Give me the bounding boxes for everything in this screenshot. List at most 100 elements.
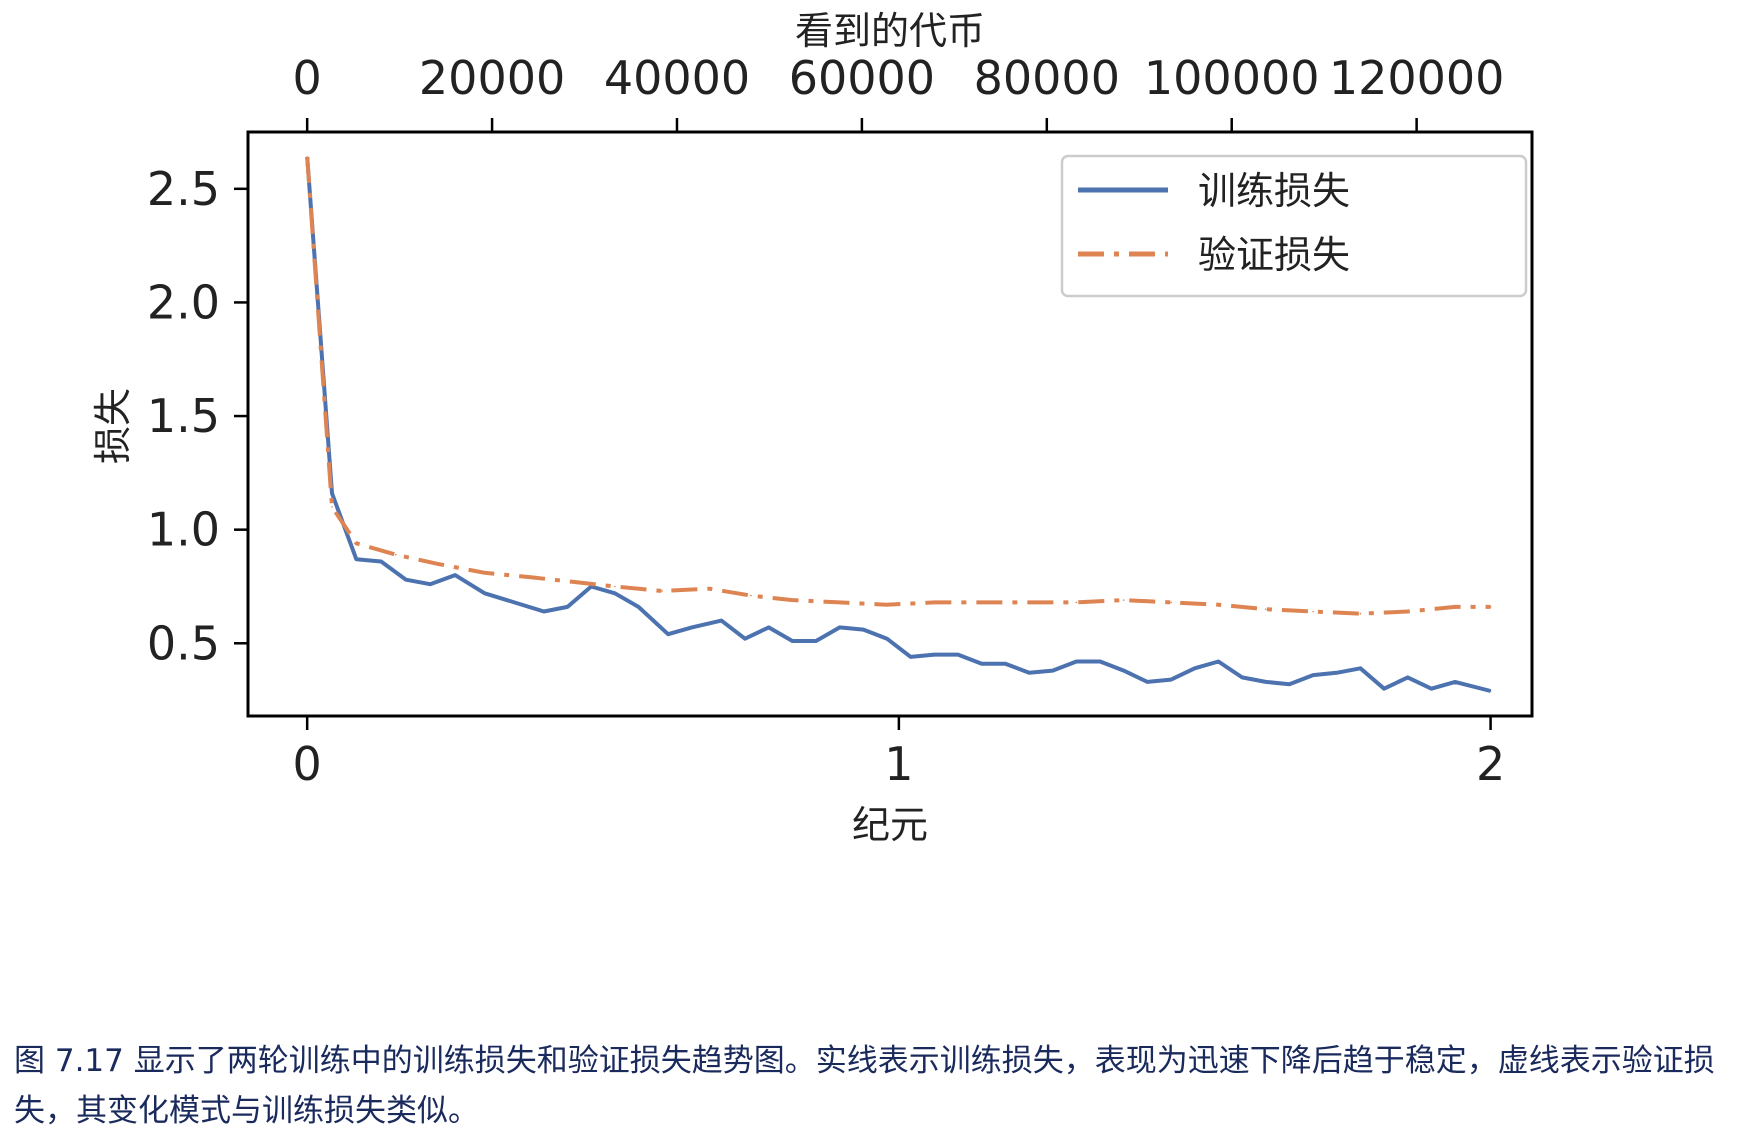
data-point: [980, 601, 983, 604]
data-point: [483, 592, 486, 595]
y-tick-label: 1.0: [147, 503, 220, 557]
y-tick-label: 2.0: [147, 275, 220, 329]
data-point: [1170, 601, 1172, 604]
data-point: [886, 603, 888, 606]
data-point: [933, 601, 936, 604]
data-point: [1312, 674, 1314, 676]
data-point: [1170, 678, 1172, 681]
data-point: [614, 592, 616, 595]
data-point: [933, 653, 936, 656]
data-point: [436, 563, 439, 565]
data-point: [909, 656, 912, 658]
data-point: [1051, 669, 1054, 672]
top-tick-label: 40000: [604, 51, 750, 105]
series-val-loss: [305, 156, 1491, 616]
data-point: [791, 599, 794, 601]
data-point: [767, 626, 770, 629]
data-point: [791, 640, 794, 642]
data-point: [454, 574, 456, 576]
data-point: [980, 662, 983, 665]
data-point: [405, 578, 407, 581]
data-point: [1004, 662, 1007, 665]
figure-caption: 图 7.17 显示了两轮训练中的训练损失和验证损失趋势图。实线表示训练损失，表现…: [14, 1043, 1715, 1129]
data-point: [1217, 603, 1220, 606]
data-point: [637, 606, 640, 608]
data-point: [543, 610, 545, 613]
y-tick-label: 2.5: [147, 162, 220, 216]
data-point: [661, 590, 663, 592]
data-point: [1288, 683, 1291, 685]
data-point: [708, 587, 711, 590]
axes-layer: 0 1 2 0.5 1.0 1.5 2.0 2.5 0 20000 40000 60000 80000 1…: [147, 51, 1505, 791]
data-point: [1264, 608, 1267, 610]
data-point: [1335, 672, 1338, 674]
data-point: [1454, 606, 1456, 608]
x-axis-label: 纪元: [852, 803, 928, 847]
data-point: [1028, 672, 1030, 674]
data-point: [1193, 667, 1196, 670]
x-tick-label: 0: [293, 737, 322, 791]
y-axis-label: 损失: [91, 388, 135, 464]
data-point: [1359, 667, 1362, 670]
data-point: [483, 572, 486, 574]
data-point: [572, 581, 575, 583]
data-point: [1241, 676, 1243, 679]
data-point: [1075, 660, 1078, 663]
data-point: [1075, 601, 1078, 604]
data-point: [355, 558, 358, 560]
data-point: [1264, 681, 1267, 683]
x-tick-label: 2: [1476, 737, 1505, 791]
data-point: [1122, 599, 1125, 601]
data-point: [750, 594, 752, 597]
data-point: [1406, 676, 1409, 679]
data-point: [838, 601, 841, 604]
legend-label-train: 训练损失: [1198, 169, 1350, 213]
data-point: [429, 583, 432, 585]
data-point: [331, 506, 333, 508]
data-point: [306, 156, 309, 158]
loss-chart: 0 1 2 0.5 1.0 1.5 2.0 2.5 0 20000 40000 60000 80000 1…: [91, 9, 1534, 847]
data-point: [1454, 681, 1456, 683]
data-point: [1406, 610, 1409, 613]
data-point: [395, 553, 397, 556]
data-point: [744, 637, 746, 640]
data-point: [815, 640, 817, 642]
data-point: [862, 628, 865, 631]
data-point: [957, 653, 959, 656]
top-tick-label: 60000: [789, 51, 935, 105]
legend-box: [1060, 154, 1528, 298]
data-point: [720, 619, 723, 622]
data-point: [886, 637, 888, 640]
legend-label-val: 验证损失: [1198, 233, 1350, 277]
data-point: [1028, 601, 1030, 604]
data-point: [531, 576, 533, 579]
data-point: [1099, 660, 1101, 663]
legend: 训练损失 验证损失: [1060, 154, 1528, 298]
data-point: [1430, 687, 1433, 690]
top-tick-label: 100000: [1144, 51, 1320, 105]
top-tick-label: 0: [293, 51, 322, 105]
data-point: [1489, 690, 1492, 692]
data-point: [1383, 687, 1385, 690]
data-point: [513, 601, 516, 604]
data-point: [667, 633, 669, 635]
data-point: [1217, 660, 1220, 663]
data-point: [566, 606, 569, 608]
data-point: [590, 585, 592, 588]
data-point: [355, 542, 358, 545]
data-point: [614, 585, 616, 588]
x-tick-label: 1: [884, 737, 913, 791]
data-point: [838, 626, 841, 629]
top-tick-label: 20000: [419, 51, 565, 105]
top-tick-label: 120000: [1329, 51, 1505, 105]
series-layer: [305, 156, 1492, 693]
data-point: [331, 492, 333, 495]
data-point: [1359, 612, 1362, 615]
top-tick-label: 80000: [974, 51, 1120, 105]
data-point: [691, 626, 693, 629]
y-tick-label: 1.5: [147, 389, 220, 443]
data-point: [1489, 606, 1492, 608]
data-point: [1312, 610, 1314, 613]
data-point: [380, 560, 382, 563]
plot-frame: [246, 130, 1534, 718]
